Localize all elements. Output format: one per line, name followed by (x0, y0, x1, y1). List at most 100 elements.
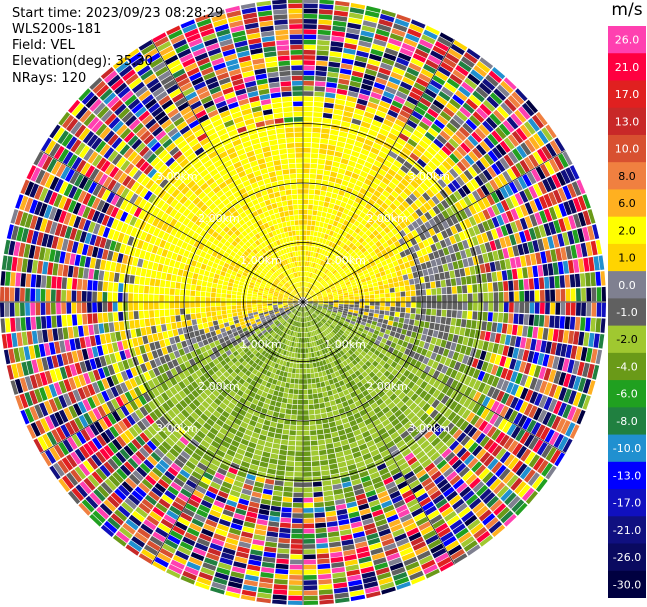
velocity-gate (222, 423, 231, 431)
velocity-gate (368, 240, 375, 247)
velocity-gate (455, 176, 465, 187)
velocity-gate (210, 292, 216, 298)
velocity-gate (316, 264, 320, 269)
velocity-gate (327, 265, 332, 270)
velocity-gate (378, 67, 391, 76)
velocity-gate (323, 234, 329, 240)
velocity-gate (274, 320, 279, 325)
velocity-gate (176, 426, 186, 436)
velocity-gate (280, 310, 285, 314)
velocity-gate (83, 443, 94, 456)
velocity-gate (523, 156, 535, 170)
velocity-gate (256, 330, 262, 335)
velocity-gate (425, 59, 439, 70)
velocity-gate (372, 282, 378, 287)
velocity-gate (136, 173, 147, 184)
velocity-gate (263, 291, 269, 295)
velocity-gate (320, 243, 325, 249)
velocity-gate (332, 25, 346, 32)
velocity-gate (261, 350, 267, 356)
velocity-gate (232, 139, 242, 147)
velocity-gate (370, 147, 380, 155)
velocity-gate (294, 132, 303, 138)
velocity-gate (278, 304, 283, 306)
velocity-gate (93, 324, 100, 335)
velocity-gate (270, 276, 275, 281)
velocity-gate (212, 173, 222, 181)
velocity-gate (150, 325, 157, 334)
velocity-gate (218, 518, 231, 527)
velocity-gate (284, 339, 289, 345)
velocity-gate (517, 176, 528, 190)
velocity-gate (66, 290, 72, 302)
velocity-gate (312, 273, 316, 279)
velocity-gate (320, 133, 330, 139)
velocity-gate (269, 269, 274, 275)
velocity-gate (273, 208, 279, 214)
velocity-gate (242, 70, 255, 78)
velocity-gate (267, 328, 273, 333)
velocity-gate (283, 303, 288, 306)
velocity-gate (427, 267, 434, 275)
velocity-gate (129, 378, 138, 388)
velocity-gate (234, 40, 248, 48)
velocity-gate (138, 90, 151, 102)
velocity-gate (115, 530, 130, 543)
velocity-gate (49, 124, 61, 139)
velocity-gate (432, 266, 439, 274)
velocity-gate (273, 357, 278, 363)
velocity-gate (267, 348, 272, 354)
velocity-gate (207, 109, 219, 118)
velocity-gate (287, 275, 292, 280)
velocity-gate (199, 383, 207, 392)
velocity-gate (308, 299, 313, 301)
velocity-gate (336, 211, 343, 218)
velocity-gate (146, 52, 161, 64)
velocity-gate (503, 281, 509, 291)
velocity-gate (201, 195, 210, 204)
velocity-gate (20, 273, 26, 287)
velocity-gate (241, 65, 254, 73)
velocity-gate (242, 140, 252, 148)
velocity-gate (39, 402, 49, 417)
velocity-gate (266, 281, 272, 286)
velocity-gate (283, 106, 293, 113)
velocity-gate (24, 197, 34, 212)
velocity-gate (177, 516, 191, 527)
velocity-gate (157, 365, 165, 374)
velocity-gate (222, 48, 236, 57)
velocity-gate (252, 299, 257, 302)
velocity-gate (129, 320, 135, 329)
velocity-gate (253, 255, 260, 261)
velocity-gate (226, 309, 232, 314)
velocity-gate (119, 350, 127, 361)
velocity-gate (293, 204, 298, 210)
velocity-gate (69, 227, 78, 240)
velocity-gate (209, 272, 215, 278)
velocity-gate (165, 370, 174, 379)
velocity-gate (368, 233, 376, 240)
velocity-gate (43, 204, 53, 219)
velocity-gate (482, 220, 490, 232)
velocity-gate (192, 342, 200, 350)
velocity-gate (248, 327, 254, 333)
velocity-gate (268, 308, 274, 312)
velocity-gate (268, 405, 275, 411)
velocity-gate (263, 338, 269, 344)
velocity-gate (120, 211, 129, 222)
velocity-gate (228, 494, 239, 503)
velocity-gate (49, 369, 58, 383)
velocity-gate (108, 322, 115, 333)
velocity-gate (356, 280, 362, 285)
velocity-gate (293, 303, 299, 306)
velocity-gate (67, 154, 78, 168)
velocity-gate (294, 304, 299, 307)
velocity-gate (266, 66, 279, 73)
velocity-gate (314, 226, 319, 232)
velocity-gate (160, 279, 166, 288)
velocity-gate (361, 233, 368, 240)
velocity-gate (247, 325, 253, 330)
velocity-gate (257, 302, 262, 305)
velocity-gate (198, 404, 207, 413)
velocity-gate (10, 272, 16, 287)
